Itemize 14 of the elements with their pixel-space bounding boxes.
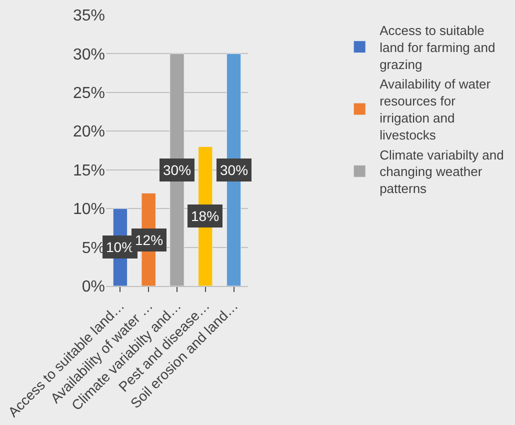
y-tick-label: 0% bbox=[82, 278, 105, 296]
y-tick-label: 15% bbox=[72, 162, 105, 180]
legend-label: Availability of water resources for irrigation and livestocks bbox=[380, 76, 492, 142]
y-tick-label: 35% bbox=[72, 8, 105, 25]
data-label: 12% bbox=[135, 232, 164, 248]
y-tick-label: 25% bbox=[72, 85, 105, 102]
data-label: 30% bbox=[163, 162, 192, 178]
data-label: 30% bbox=[220, 162, 248, 178]
y-tick-label: 10% bbox=[72, 201, 105, 218]
legend-label: Climate variabilty and changing weather patterns bbox=[380, 147, 504, 196]
y-tick-label: 20% bbox=[72, 124, 105, 141]
y-tick-label: 30% bbox=[72, 46, 105, 64]
data-label: 18% bbox=[191, 208, 220, 224]
legend-label: Access to suitable land for farming and grazing bbox=[380, 23, 496, 72]
